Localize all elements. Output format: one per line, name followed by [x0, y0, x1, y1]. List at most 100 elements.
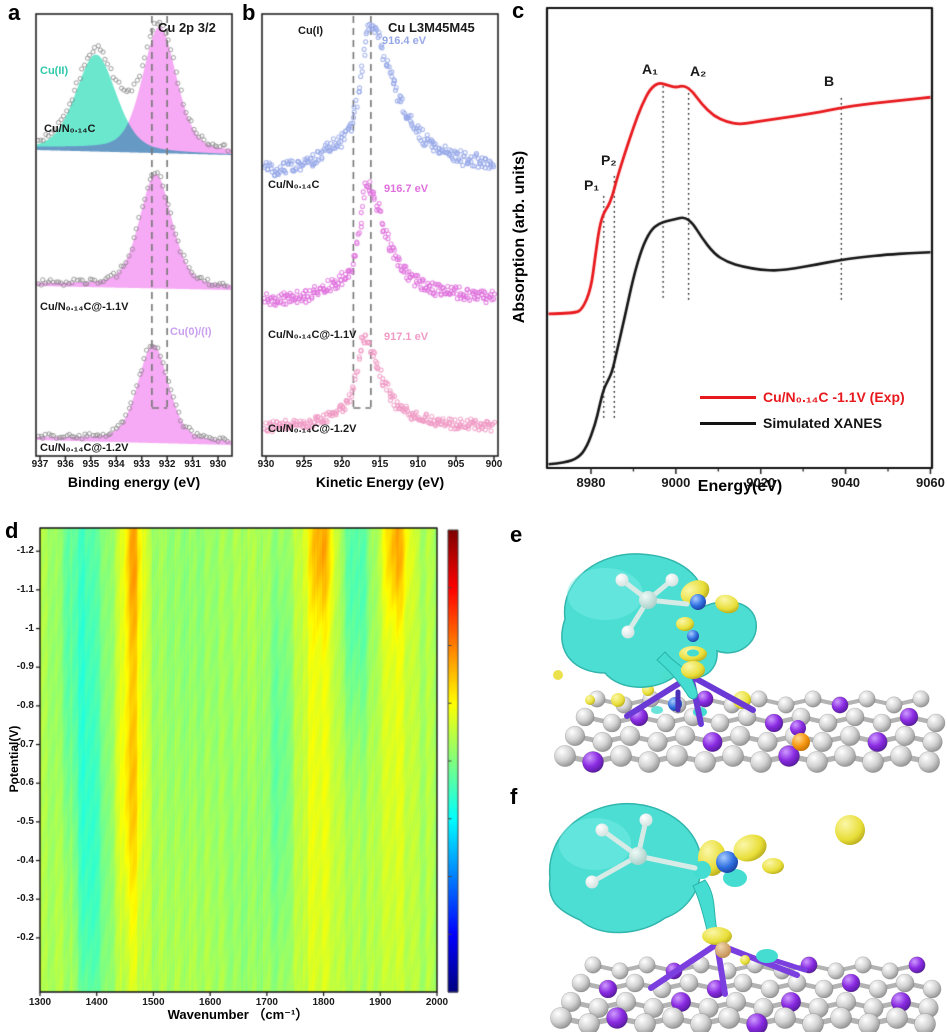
nitrogen-atom [899, 707, 919, 727]
tick-label: 930 [257, 459, 275, 470]
carbon-atom [922, 731, 943, 753]
tick-label: 900 [485, 459, 503, 470]
hydrogen-atom [585, 875, 599, 889]
carbon-atom [679, 973, 699, 993]
ch3-molecule [615, 573, 690, 639]
nitrogen-atom [582, 751, 604, 773]
carbon-atom [830, 1007, 852, 1029]
tick-label: 9060 [915, 475, 945, 490]
carbon-atom [868, 979, 888, 999]
carbon-atom [881, 962, 899, 980]
copper-atom [716, 851, 738, 873]
nitrogen-atom [908, 956, 926, 974]
tick-label: 2000 [425, 997, 449, 1008]
tick-label: 915 [371, 459, 389, 470]
carbon-atom [647, 731, 668, 753]
carbon-atom [890, 745, 912, 767]
dopant-atoms [790, 720, 810, 751]
x-axis-label-c: Energy(eV) [697, 478, 783, 495]
catalyst-surface [550, 956, 942, 1032]
carbon-atom [894, 725, 916, 747]
tick-label: -1.1 [16, 583, 34, 595]
tick-label: 931 [184, 459, 201, 470]
tick-label: 935 [82, 459, 100, 470]
tick-label: 1600 [199, 997, 222, 1008]
spectrum-label-b2: Cu/N₀.₁₄C@-1.1V [268, 329, 357, 341]
tick-label: 905 [447, 459, 465, 470]
carbon-atom [812, 731, 833, 753]
carbon-atom [584, 956, 602, 974]
tick-label: -0.7 [16, 738, 34, 750]
feature-label-a2: A₂ [690, 63, 707, 79]
carbon-atom [690, 1013, 712, 1032]
nitrogen-atom [790, 720, 806, 736]
tick-label: -0.2 [16, 931, 34, 943]
tick-label: 1400 [85, 997, 108, 1008]
nitrogen-atom [867, 731, 888, 753]
nitrogen-atom [778, 745, 800, 767]
cu01-annotation: Cu(0)/(I) [170, 326, 212, 338]
charge-depletion-isosurface [561, 553, 757, 700]
carbon-atom [560, 991, 582, 1013]
panel-label-a: a [8, 0, 21, 25]
carbon-atom [760, 979, 780, 999]
carbon-atom [564, 725, 586, 747]
carbon-atom [926, 713, 946, 733]
ch3-molecule [585, 813, 698, 889]
hydrogen-atom [639, 813, 653, 827]
feature-label-b: B [824, 73, 835, 89]
nitrogen-atom [764, 713, 784, 733]
x-axis-label-d: Wavenumber （cm⁻¹） [167, 1007, 309, 1022]
tick-label: 934 [107, 459, 125, 470]
tick-label: 920 [333, 459, 351, 470]
carbon-atom [757, 731, 778, 753]
carbon-atom [834, 745, 856, 767]
carbon-atom [575, 707, 595, 727]
carbon-atom [914, 1013, 936, 1032]
nitrogen-atom [841, 973, 861, 993]
feature-label-a1: A₁ [642, 61, 658, 77]
nitrogen-atom [606, 1007, 628, 1029]
tick-label: 1900 [369, 997, 392, 1008]
hydrogen-atom [621, 625, 635, 639]
tick-label: -0.3 [16, 893, 34, 905]
carbon-atom [554, 745, 576, 767]
y-axis-label-c: Absorption (arb. units) [511, 150, 528, 324]
spectrum-label-a2: Cu/N₀.₁₄C@-1.1V [40, 301, 129, 313]
carbon-atom [862, 751, 884, 773]
carbon-atom [662, 1007, 684, 1029]
hydrogen-atom [595, 823, 609, 837]
carbon-atom [710, 713, 730, 733]
tick-label: 1500 [142, 997, 165, 1008]
carbon-atom [827, 962, 845, 980]
carbon-atom [629, 847, 647, 865]
carbon-atom [750, 751, 772, 773]
carbon-atom [656, 713, 676, 733]
panel-label-e: e [510, 522, 523, 547]
carbon-atom [858, 1013, 880, 1032]
carbon-atom [611, 962, 629, 980]
tick-label: -0.6 [16, 777, 34, 789]
peak-label-b1: 916.4 eV [382, 35, 427, 47]
carbon-atom [619, 725, 641, 747]
panel-label-c: c [512, 0, 525, 23]
legend-swatch-exp [700, 396, 756, 399]
oxygen-dopant-atom [792, 733, 810, 751]
carbon-atom [839, 725, 861, 747]
carbon-atom [733, 973, 753, 993]
carbon-atom [814, 979, 834, 999]
carbon-atom [886, 1007, 908, 1029]
carbon-atom [885, 696, 903, 714]
carbon-atom [578, 1013, 600, 1032]
feature-label-p2: P₂ [601, 152, 617, 168]
legend-label-exp: Cu/N₀.₁₄C -1.1V (Exp) [763, 389, 905, 405]
spectrum-label-b1: Cu/N₀.₁₄C [268, 179, 320, 191]
tick-label: 9020 [746, 475, 776, 490]
carbon-atom [802, 1013, 824, 1032]
tick-label: 932 [158, 459, 176, 470]
nitrogen-atom [831, 696, 849, 714]
molecular-structure-f [548, 802, 942, 1032]
charge-accumulation-isosurface [693, 815, 865, 965]
tick-label: 1800 [312, 997, 335, 1008]
tick-label: 930 [209, 459, 227, 470]
